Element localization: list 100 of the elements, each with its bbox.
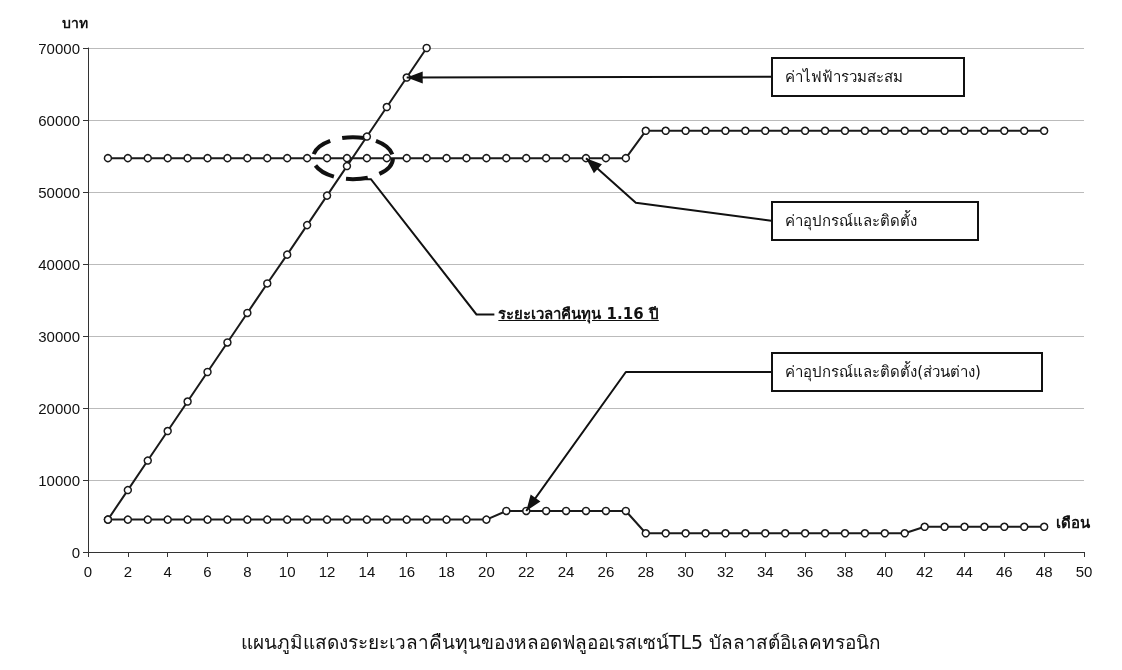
point: [282, 153, 292, 163]
point: [621, 506, 631, 516]
point: [422, 515, 431, 524]
y-tick-label: 0: [71, 543, 80, 561]
annotation: ค่าอุปกรณ์และติดตั้ง(ส่วนต่าง): [771, 352, 1043, 392]
point: [860, 529, 870, 538]
point: [382, 153, 392, 163]
point: [282, 515, 292, 524]
point: [621, 153, 631, 163]
annotation: ค่าอุปกรณ์และติดตั้ง: [771, 200, 980, 241]
point: [761, 126, 770, 136]
y-tick-label: 20000: [38, 399, 80, 417]
point: [143, 515, 153, 524]
point: [482, 515, 491, 524]
point: [960, 522, 969, 532]
point: [123, 485, 133, 495]
point: [362, 132, 372, 141]
point: [422, 153, 431, 163]
point: [462, 153, 471, 163]
point: [263, 153, 272, 163]
y-tick-label: 50000: [38, 183, 80, 201]
point: [243, 153, 252, 163]
point: [442, 515, 451, 524]
point: [223, 515, 232, 524]
point: [820, 529, 830, 538]
point: [920, 126, 929, 136]
point: [123, 515, 133, 524]
point: [163, 515, 172, 524]
point: [661, 126, 670, 136]
x-tick-label: 0: [83, 563, 93, 580]
point: [282, 250, 292, 259]
point: [601, 153, 611, 163]
x-tick-label: 22: [517, 563, 535, 580]
point: [681, 529, 690, 538]
point: [980, 522, 989, 532]
point: [502, 506, 511, 516]
point: [342, 161, 352, 171]
point: [322, 191, 332, 200]
point: [203, 367, 212, 377]
point: [442, 153, 451, 163]
point: [302, 515, 312, 524]
x-tick-label: 34: [756, 563, 774, 580]
point: [561, 506, 571, 516]
point: [183, 153, 192, 163]
point: [840, 529, 850, 538]
point: [1000, 126, 1009, 136]
point: [263, 515, 272, 524]
x-tick-label: 32: [717, 563, 734, 580]
point: [701, 126, 710, 136]
point: [382, 515, 392, 524]
point: [860, 126, 870, 136]
point: [840, 126, 850, 136]
point: [820, 126, 830, 136]
point: [1020, 522, 1029, 532]
y-tick-label: 70000: [38, 39, 80, 57]
point: [302, 153, 312, 163]
point: [462, 515, 471, 524]
text: แผนภูมิแสดงระยะเวลาคืนทุนของหลอดฟลูออเรสเซน์TL5 บัลลาสต์อิเลคทรอนิก: [240, 630, 882, 655]
x-tick-label: 26: [597, 563, 615, 580]
x-tick-label: 4: [163, 563, 172, 580]
point: [502, 153, 511, 163]
point: [641, 126, 651, 136]
x-tick-label: 40: [876, 563, 894, 580]
point: [183, 397, 192, 406]
point: [302, 220, 312, 230]
point: [1039, 126, 1049, 136]
point: [402, 515, 411, 524]
point: [243, 515, 252, 524]
point: [203, 515, 212, 524]
point: [342, 515, 352, 524]
point: [143, 153, 153, 163]
point: [322, 153, 332, 163]
x-tick-label: 16: [398, 563, 416, 580]
x-tick-label: 42: [916, 563, 933, 580]
point: [741, 126, 750, 136]
point: [541, 153, 551, 163]
x-axis-title: เดือน: [1056, 513, 1091, 532]
point: [422, 43, 431, 53]
point: [362, 515, 372, 524]
annotation: ระยะเวลาคืนทุน 1.16 ปี: [497, 304, 660, 326]
point: [243, 308, 252, 318]
point: [163, 153, 172, 163]
x-tick-label: 24: [557, 563, 575, 580]
point: [661, 529, 670, 538]
x-tick-label: 2: [123, 563, 133, 580]
x-tick-label: 6: [203, 563, 212, 580]
x-tick-label: 28: [637, 563, 655, 580]
point: [980, 126, 989, 136]
point: [900, 529, 909, 538]
point: [402, 153, 411, 163]
point: [1000, 522, 1009, 532]
point: [741, 529, 750, 538]
point: [641, 529, 651, 538]
point: [681, 126, 690, 136]
y-tick-label: 40000: [38, 255, 80, 273]
point: [940, 126, 949, 136]
point: [880, 126, 890, 136]
point: [522, 153, 531, 163]
point: [761, 529, 770, 538]
point: [1020, 126, 1029, 136]
